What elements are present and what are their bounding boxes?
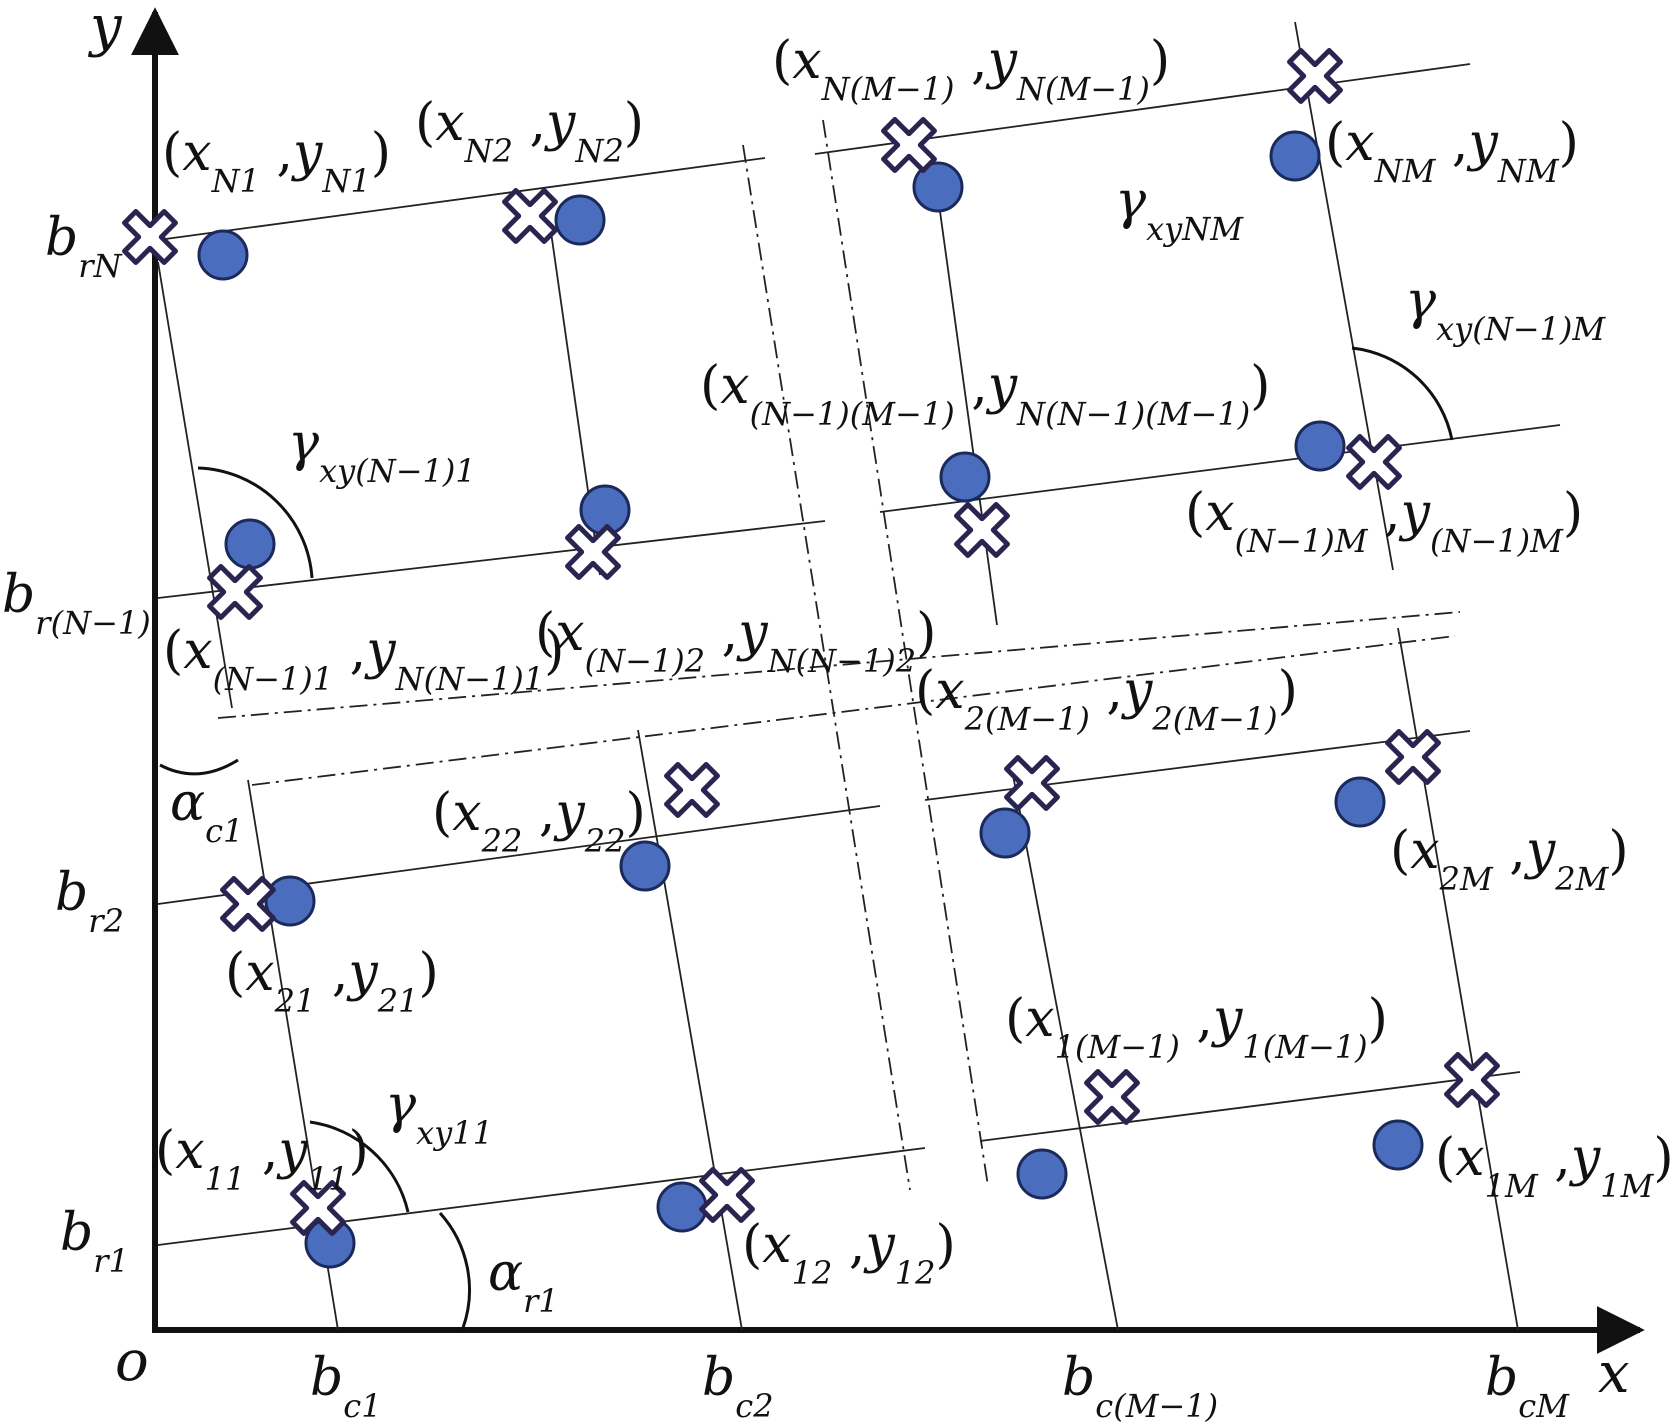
col-line-2b <box>637 729 743 1331</box>
arc-gamma-xyN1M <box>1351 346 1454 441</box>
dot-n2 <box>554 194 606 246</box>
dot-n11 <box>224 518 276 570</box>
cross-marker-1 <box>699 1167 755 1223</box>
arc-gamma-xyN11 <box>197 466 314 579</box>
cross-marker-9 <box>565 524 621 580</box>
y-axis-label: y <box>87 0 123 59</box>
point-label-3: (x1M ,y1M) <box>1435 1128 1674 1205</box>
angle-label-gamma-xyNM: γxyNM <box>1115 171 1244 248</box>
row-line-n <box>157 157 766 241</box>
point-label-13: (xN2 ,yN2) <box>415 93 644 170</box>
cross-marker-0 <box>290 1180 346 1236</box>
angle-label-alpha-c1: αc1 <box>170 773 243 850</box>
col-label-c2: bc2 <box>702 1348 774 1425</box>
origin-label: o <box>115 1329 149 1394</box>
break-line-h1 <box>217 611 1461 719</box>
point-label-1: (x12 ,y12) <box>742 1215 956 1292</box>
measured-points <box>197 130 1424 1269</box>
point-label-6: (x2(M−1) ,y2(M−1)) <box>915 661 1298 738</box>
row-line-1b <box>979 1071 1521 1142</box>
cross-marker-8 <box>207 564 263 620</box>
cross-marker-3 <box>1444 1052 1500 1108</box>
arc-alpha-c1 <box>159 758 239 776</box>
cross-marker-7 <box>1385 729 1441 785</box>
point-labels: (x11 ,y11) (x12 ,y12) (x1(M−1) ,y1(M−1)) (x… <box>155 31 1674 1292</box>
point-label-7: (x2M ,y2M) <box>1390 821 1629 898</box>
point-label-4: (x21 ,y21) <box>225 943 439 1020</box>
row-line-n1b <box>879 424 1561 513</box>
point-label-5: (x22 ,y22) <box>432 783 646 860</box>
angle-label-gamma-xyN11: γxy(N−1)1 <box>288 413 476 490</box>
col-line-m1b <box>1011 769 1119 1331</box>
col-line-m1a <box>934 174 998 626</box>
dot-n1 <box>197 229 249 281</box>
point-label-15: (xNM ,yNM) <box>1325 113 1579 190</box>
dot-22 <box>619 840 671 892</box>
break-line-h2 <box>251 635 1456 786</box>
cross-marker-10 <box>954 502 1010 558</box>
arc-gamma-xy11 <box>309 1120 410 1213</box>
cross-marker-13 <box>502 188 558 244</box>
cross-marker-5 <box>664 762 720 818</box>
cross-marker-11 <box>1346 434 1402 490</box>
point-label-8: (x(N−1)1 ,yN(N−1)1) <box>163 621 564 698</box>
row-label-r2: br2 <box>55 863 124 940</box>
break-line-v1 <box>742 144 911 1191</box>
point-label-12: (xN1 ,yN1) <box>162 123 391 200</box>
dot-n1m1 <box>939 451 991 503</box>
point-label-9: (x(N−1)2 ,yN(N−1)2) <box>535 603 936 680</box>
row-line-1 <box>157 1147 926 1246</box>
dot-1m <box>1372 1119 1424 1171</box>
point-label-14: (xN(M−1) ,yN(M−1)) <box>772 31 1170 108</box>
angle-label-gamma-xyN1M: γxy(N−1)M <box>1405 271 1606 348</box>
row-line-n1 <box>157 520 826 599</box>
x-axis-label: x <box>1598 1341 1630 1406</box>
dot-n1m <box>1294 420 1346 472</box>
point-label-11: (x(N−1)M ,y(N−1)M) <box>1185 483 1583 560</box>
angle-label-gamma-xy11: γxy11 <box>385 1075 493 1152</box>
row-label-rn1: br(N−1) <box>2 565 151 642</box>
dot-12 <box>656 1181 708 1233</box>
dot-nm <box>1269 130 1321 182</box>
col-line-1a <box>157 261 233 709</box>
dot-2m1 <box>979 807 1031 859</box>
cross-marker-6 <box>1004 755 1060 811</box>
col-label-cm1: bc(M−1) <box>1062 1348 1218 1425</box>
cross-marker-15 <box>1287 48 1343 104</box>
dot-21 <box>264 875 316 927</box>
cross-marker-12 <box>122 209 178 265</box>
row-label-rn: brN <box>45 208 123 285</box>
angle-label-alpha-r1: αr1 <box>488 1243 559 1320</box>
arc-alpha-r1 <box>438 1211 471 1329</box>
col-label-c1: bc1 <box>310 1348 382 1425</box>
col-label-cm: bcM <box>1485 1348 1570 1425</box>
dot-2m <box>1334 776 1386 828</box>
nominal-points <box>122 48 1500 1236</box>
break-line-v2 <box>822 119 989 1187</box>
cross-marker-4 <box>220 876 276 932</box>
cross-marker-14 <box>881 117 937 173</box>
dot-1m1 <box>1016 1148 1068 1200</box>
cross-marker-2 <box>1084 1069 1140 1125</box>
dot-nm1 <box>912 161 964 213</box>
angle-arcs <box>159 346 1454 1329</box>
point-label-2: (x1(M−1) ,y1(M−1)) <box>1005 989 1388 1066</box>
row-label-r1: br1 <box>60 1203 129 1280</box>
break-lines <box>217 119 1461 1191</box>
point-label-10: (x(N−1)(M−1) ,yN(N−1)(M−1)) <box>700 356 1270 433</box>
point-label-0: (x11 ,y11) <box>155 1121 369 1198</box>
